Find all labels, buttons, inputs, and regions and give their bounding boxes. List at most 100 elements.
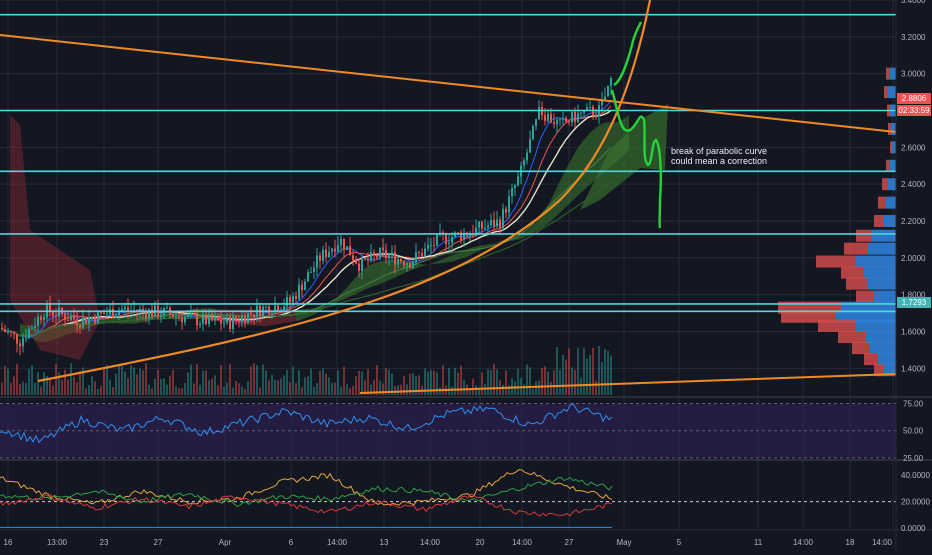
volume-bar xyxy=(601,362,603,395)
candle-body xyxy=(583,110,585,113)
candle-body xyxy=(415,252,417,262)
volume-bar xyxy=(289,382,291,395)
green-up-stroke xyxy=(613,21,643,87)
volume-bar xyxy=(484,384,486,395)
time-tick-label: May xyxy=(616,538,631,547)
trendlines[interactable] xyxy=(0,0,896,394)
volume-bar xyxy=(181,388,183,395)
volume-bar xyxy=(388,369,390,395)
candle-body xyxy=(577,113,579,123)
volume-bar xyxy=(307,376,309,395)
vp-buy xyxy=(890,159,896,172)
volume-bar xyxy=(481,372,483,395)
volume-bar xyxy=(244,388,246,395)
level-price-tag xyxy=(897,297,931,308)
cloud-segment xyxy=(347,283,350,299)
vp-sell xyxy=(884,86,888,99)
candle-body xyxy=(448,242,450,244)
cloud-segment xyxy=(578,143,581,196)
candle-body xyxy=(190,312,192,315)
candle-body xyxy=(460,232,462,240)
candle-body xyxy=(64,313,66,320)
rsi-tick-label: 25.00 xyxy=(903,454,924,463)
volume-bar xyxy=(43,372,45,395)
candle-body xyxy=(346,246,348,250)
candle-body xyxy=(292,295,294,303)
volume-bar xyxy=(223,386,225,395)
volume-bar xyxy=(373,380,375,395)
cloud-segment xyxy=(422,264,425,267)
volume-bar xyxy=(430,370,432,395)
cloud-segment xyxy=(374,262,377,286)
volume-bar xyxy=(583,347,585,395)
cloud-segment xyxy=(470,247,473,256)
candle-body xyxy=(496,219,498,227)
candle-body xyxy=(394,252,396,265)
volume-bar xyxy=(409,373,411,395)
candle-body xyxy=(475,227,477,235)
candle-body xyxy=(553,122,555,125)
volume-bar xyxy=(154,378,156,395)
candle-body xyxy=(376,254,378,258)
candle-body xyxy=(568,121,570,123)
candle-body xyxy=(289,297,291,303)
price-tick-label: 2.4000 xyxy=(901,180,926,189)
volume-bar xyxy=(334,382,336,395)
candle-body xyxy=(49,303,51,312)
candle-body xyxy=(469,233,471,236)
price-tick-label: 1.4000 xyxy=(901,364,926,373)
volume-bar xyxy=(559,369,561,395)
time-tick-label: 23 xyxy=(100,538,109,547)
cloud-segment xyxy=(350,280,353,297)
vp-buy xyxy=(836,310,896,323)
volume-bar xyxy=(475,385,477,395)
time-tick-label: 20 xyxy=(476,538,485,547)
time-axis[interactable]: 16 13:00 23 27 Apr 6 14:00 13 14:00 20 14:00 27 May 5… xyxy=(4,538,893,547)
volume-bar xyxy=(100,386,102,395)
annotation-line-1: break of parabolic curve xyxy=(671,146,767,156)
hand-drawn-projection[interactable] xyxy=(610,21,662,229)
volume-bar xyxy=(577,347,579,395)
volume-bar xyxy=(55,363,57,395)
time-tick-label: 11 xyxy=(754,538,763,547)
dmi-tick-label: 20.0000 xyxy=(901,498,930,507)
volume-bar xyxy=(595,380,597,395)
candle-body xyxy=(181,317,183,323)
volume-bar xyxy=(148,384,150,395)
volume-bar xyxy=(40,386,42,395)
candle-body xyxy=(196,314,198,326)
vp-sell xyxy=(886,67,890,80)
price-axis[interactable]: 3.40003.20003.00002.80002.60002.40002.20… xyxy=(901,0,930,533)
volume-bar xyxy=(256,365,258,395)
rsi-pane xyxy=(0,402,896,459)
cloud-segment xyxy=(446,256,449,263)
cloud-segment xyxy=(599,123,602,177)
volume-bar xyxy=(565,359,567,395)
vp-sell xyxy=(841,266,864,279)
candle-body xyxy=(316,255,318,268)
vp-buy xyxy=(888,86,896,99)
cloud-segment xyxy=(377,261,380,286)
time-tick-label: 6 xyxy=(289,538,294,547)
volume-bar xyxy=(1,382,3,395)
candle-body xyxy=(28,328,30,339)
candle-body xyxy=(322,249,324,261)
time-tick-label: Apr xyxy=(219,538,232,547)
candle-body xyxy=(367,259,369,261)
volume-bar xyxy=(379,380,381,395)
volume-bar xyxy=(301,387,303,395)
horizontal-levels[interactable] xyxy=(0,13,896,313)
vp-buy xyxy=(892,141,896,154)
cloud-segment xyxy=(293,309,296,322)
cloud-segment xyxy=(416,262,419,269)
cloud-segment xyxy=(482,244,485,249)
volume-bar xyxy=(412,373,414,395)
volume-bar xyxy=(568,348,570,395)
candle-body xyxy=(10,331,12,333)
candle-body xyxy=(232,316,234,329)
vp-buy xyxy=(888,178,896,191)
volume-bar xyxy=(310,368,312,395)
candle-body xyxy=(178,316,180,318)
volume-bar xyxy=(97,388,99,395)
